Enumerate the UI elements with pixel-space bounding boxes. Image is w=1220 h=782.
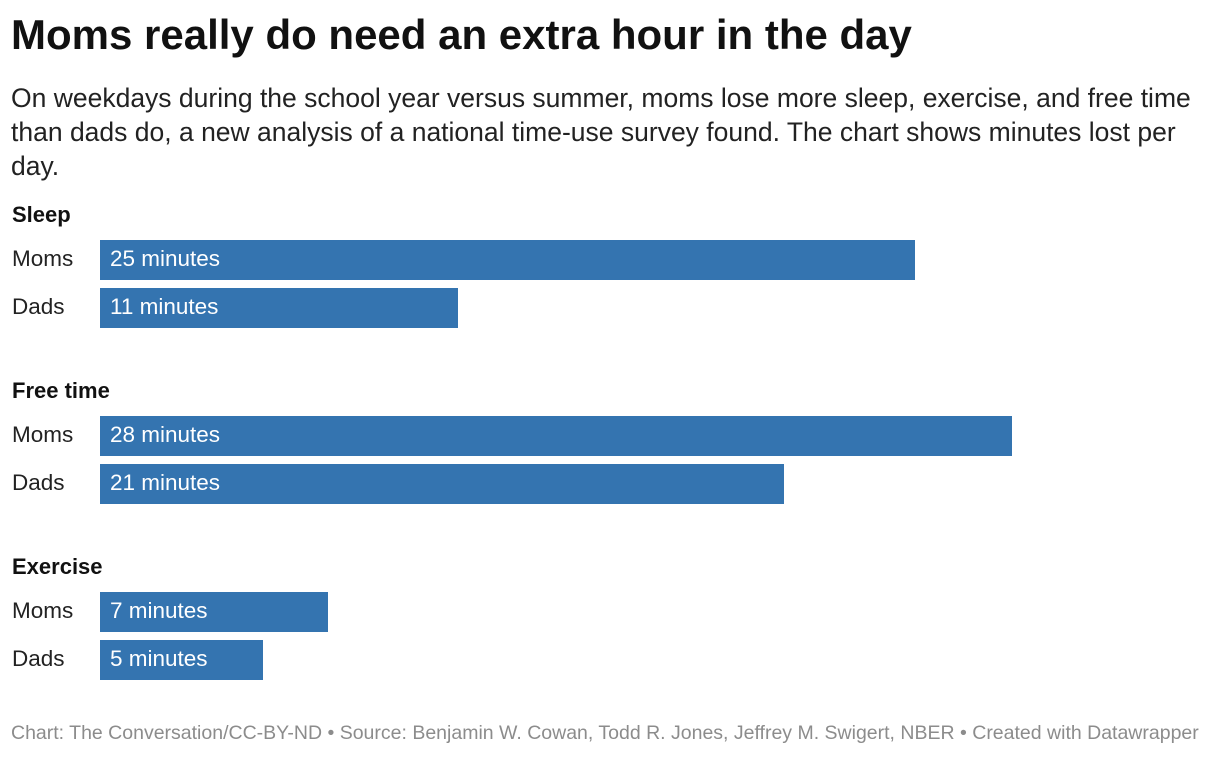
group-label-free-time: Free time — [12, 378, 110, 403]
bar-value-label-exercise-moms: 7 minutes — [110, 598, 208, 623]
bar-chart: Sleep Moms 25 minutes Dads 11 minutes Free ti… — [12, 202, 1012, 680]
bar-value-label-free-time-dads: 21 minutes — [110, 470, 220, 495]
bar-free-time-moms — [100, 416, 1012, 456]
bar-value-label-free-time-moms: 28 minutes — [110, 422, 220, 447]
bar-value-label-exercise-dads: 5 minutes — [110, 646, 208, 671]
group-label-exercise: Exercise — [12, 554, 103, 579]
bar-value-label-sleep-moms: 25 minutes — [110, 246, 220, 271]
bar-value-label-sleep-dads: 11 minutes — [110, 294, 218, 319]
bar-exercise-moms — [100, 592, 328, 632]
row-label-free-time-dads: Dads — [12, 470, 65, 495]
row-label-exercise-moms: Moms — [12, 598, 73, 623]
bar-sleep-moms — [100, 240, 915, 280]
row-label-sleep-dads: Dads — [12, 294, 65, 319]
bar-free-time-dads — [100, 464, 784, 504]
bar-sleep-dads — [100, 288, 458, 328]
row-label-sleep-moms: Moms — [12, 246, 73, 271]
bar-exercise-dads — [100, 640, 263, 680]
row-label-exercise-dads: Dads — [12, 646, 65, 671]
row-label-free-time-moms: Moms — [12, 422, 73, 447]
chart-title: Moms really do need an extra hour in the… — [11, 11, 912, 58]
chart-source-notes: Chart: The Conversation/CC-BY-ND • Sourc… — [11, 722, 1199, 744]
group-label-sleep: Sleep — [12, 202, 71, 227]
chart-subtitle: On weekdays during the school year versu… — [11, 83, 1191, 181]
